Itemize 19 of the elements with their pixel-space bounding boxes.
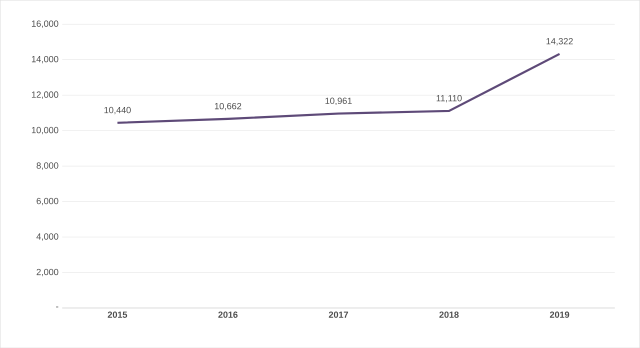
y-tick-label: 4,000	[36, 233, 58, 241]
data-label: 14,322	[546, 38, 573, 46]
y-tick-label: 2,000	[36, 268, 58, 276]
y-tick-label: 14,000	[32, 56, 58, 64]
x-tick-label: 2018	[439, 311, 459, 318]
y-tick-label: 6,000	[36, 198, 58, 206]
x-tick-label: 2017	[328, 311, 348, 318]
data-label: 10,662	[214, 102, 242, 110]
x-tick-label: 2019	[550, 311, 570, 318]
data-label: 10,961	[325, 98, 352, 105]
x-tick-label: 2016	[218, 311, 238, 318]
x-tick-label: 2015	[108, 311, 128, 318]
y-tick-label: 8,000	[36, 162, 58, 170]
y-tick-label: -	[56, 306, 58, 308]
data-label: 10,440	[104, 106, 131, 114]
y-tick-label: 12,000	[32, 91, 58, 99]
y-tick-label: 10,000	[32, 126, 58, 134]
y-tick-label: 16,000	[32, 20, 58, 28]
data-label: 11,110	[436, 94, 462, 102]
